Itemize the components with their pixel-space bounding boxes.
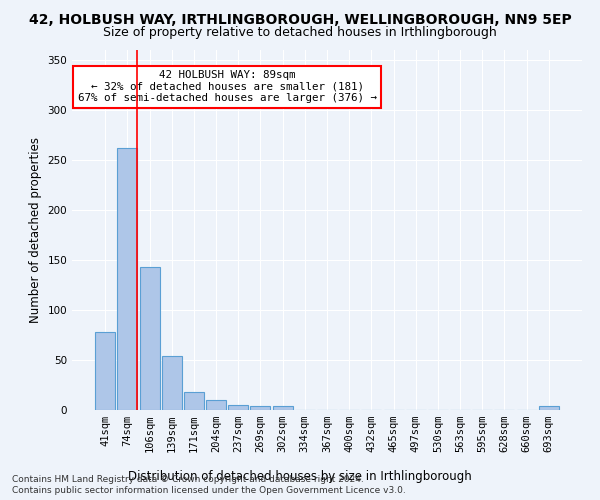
Bar [95,332,115,410]
Text: 42 HOLBUSH WAY: 89sqm
← 32% of detached houses are smaller (181)
67% of semi-det: 42 HOLBUSH WAY: 89sqm ← 32% of detached … [77,70,377,103]
Bar [140,267,160,410]
Text: Size of property relative to detached houses in Irthlingborough: Size of property relative to detached ho… [103,26,497,39]
Bar [250,406,271,410]
Bar [539,406,559,410]
Bar [206,400,226,410]
Bar [184,392,204,410]
Text: Contains HM Land Registry data © Crown copyright and database right 2024.: Contains HM Land Registry data © Crown c… [12,474,364,484]
Bar [162,356,182,410]
Bar [118,148,137,410]
Bar [228,405,248,410]
Bar [272,406,293,410]
Text: 42, HOLBUSH WAY, IRTHLINGBOROUGH, WELLINGBOROUGH, NN9 5EP: 42, HOLBUSH WAY, IRTHLINGBOROUGH, WELLIN… [29,12,571,26]
Text: Distribution of detached houses by size in Irthlingborough: Distribution of detached houses by size … [128,470,472,483]
Y-axis label: Number of detached properties: Number of detached properties [29,137,42,323]
Text: Contains public sector information licensed under the Open Government Licence v3: Contains public sector information licen… [12,486,406,495]
